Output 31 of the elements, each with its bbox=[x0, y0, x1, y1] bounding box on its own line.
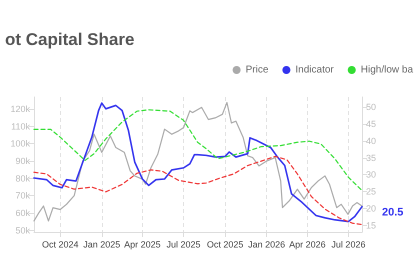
y-tick-label: 60k bbox=[15, 208, 30, 218]
y-tick-label: 90k bbox=[15, 156, 30, 166]
y-tick-label: 110k bbox=[11, 121, 30, 132]
y2-tick-label: 30 bbox=[366, 170, 376, 180]
chart-title: ot Capital Share bbox=[5, 30, 134, 49]
text: 20.5 bbox=[382, 206, 404, 219]
x-tick-label: Oct 2024 bbox=[42, 240, 78, 250]
x-tick-label: Jul 2026 bbox=[331, 240, 366, 250]
y2-tick-label: 45 bbox=[366, 119, 376, 129]
x-tick-label: Jul 2025 bbox=[166, 240, 201, 250]
y2-tick-label: 40 bbox=[366, 136, 376, 146]
y-tick-label: 80k bbox=[15, 173, 30, 184]
line-series bbox=[33, 156, 363, 226]
y2-tick-label: 50 bbox=[366, 102, 376, 112]
line-series bbox=[33, 109, 363, 192]
x-tick-label: Apr 2026 bbox=[289, 240, 326, 250]
y-tick-label: 120k bbox=[10, 104, 30, 114]
legend-label: Indicator bbox=[295, 64, 334, 76]
y-tick-label: 100k bbox=[10, 138, 30, 149]
y-tick-label: 70k bbox=[15, 190, 30, 201]
y2-tick-label: 25 bbox=[366, 186, 376, 196]
y2-tick-label: 15 bbox=[366, 220, 376, 230]
x-tick-label: Oct 2025 bbox=[206, 240, 244, 250]
y2-tick-label: 20 bbox=[366, 203, 376, 214]
legend-label: Price bbox=[246, 64, 269, 76]
legend-label: High/low ba bbox=[360, 64, 414, 76]
y-tick-label: 50k bbox=[15, 225, 30, 236]
y2-tick-label: 35 bbox=[366, 152, 376, 163]
x-tick-label: Apr 2025 bbox=[124, 240, 161, 250]
x-tick-label: Jan 2025 bbox=[83, 240, 120, 250]
x-tick-label: Jan 2026 bbox=[248, 240, 286, 250]
